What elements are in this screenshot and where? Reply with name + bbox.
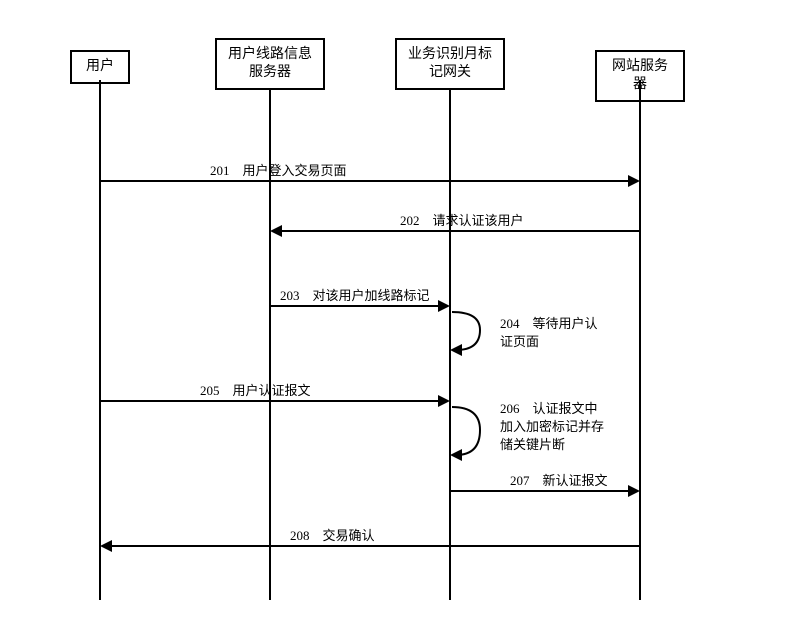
message-201-arrowhead bbox=[628, 175, 640, 187]
message-205-arrowhead bbox=[438, 395, 450, 407]
message-201-line bbox=[100, 180, 630, 182]
lifeline-user bbox=[99, 80, 101, 600]
lifeline-web bbox=[639, 80, 641, 600]
message-205-line bbox=[100, 400, 440, 402]
self-message-206-label: 206 认证报文中 加入加密标记并存 储关键片断 bbox=[500, 400, 604, 455]
message-202-arrowhead bbox=[270, 225, 282, 237]
message-207-label: 207 新认证报文 bbox=[510, 470, 608, 489]
message-208-line bbox=[110, 545, 640, 547]
participant-gw: 业务识别月标 记网关 bbox=[395, 38, 505, 90]
self-message-206 bbox=[450, 405, 494, 469]
message-207-arrowhead bbox=[628, 485, 640, 497]
message-207-line bbox=[450, 490, 630, 492]
self-message-204-label: 204 等待用户认 证页面 bbox=[500, 315, 598, 351]
message-208-arrowhead bbox=[100, 540, 112, 552]
message-203-line bbox=[270, 305, 440, 307]
message-202-line bbox=[280, 230, 640, 232]
message-202-label: 202 请求认证该用户 bbox=[400, 210, 524, 229]
self-message-204 bbox=[450, 310, 494, 364]
participant-line_srv: 用户线路信息 服务器 bbox=[215, 38, 325, 90]
message-203-label: 203 对该用户加线路标记 bbox=[280, 285, 430, 304]
message-201-label: 201 用户登入交易页面 bbox=[210, 160, 347, 179]
message-208-label: 208 交易确认 bbox=[290, 525, 375, 544]
message-205-label: 205 用户认证报文 bbox=[200, 380, 311, 399]
message-203-arrowhead bbox=[438, 300, 450, 312]
